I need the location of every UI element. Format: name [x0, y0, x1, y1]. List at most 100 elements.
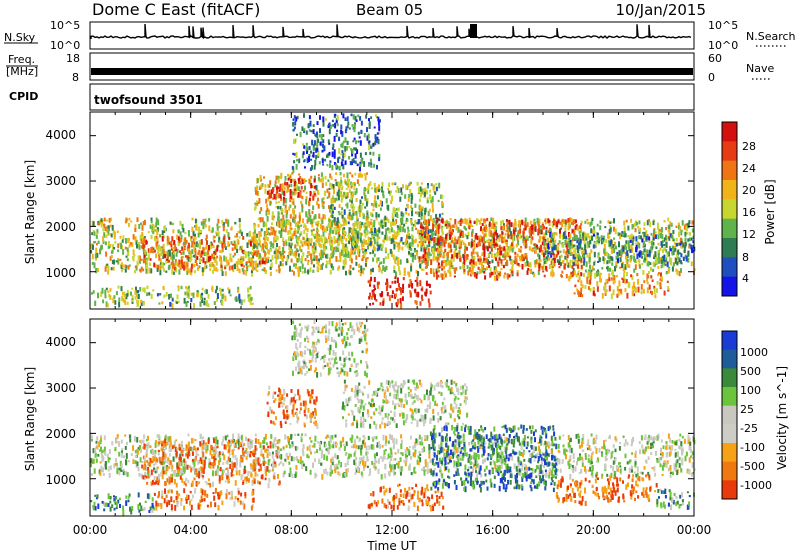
heatmap-cell	[411, 244, 414, 248]
heatmap-cell	[276, 249, 279, 253]
heatmap-cell	[624, 278, 627, 285]
heatmap-cell	[343, 209, 346, 215]
heatmap-cell	[255, 203, 258, 206]
heatmap-cell	[332, 230, 334, 234]
heatmap-cell	[345, 188, 348, 190]
heatmap-cell	[490, 248, 493, 252]
heatmap-cell	[545, 261, 548, 264]
heatmap-cell	[292, 200, 295, 206]
heatmap-cell	[402, 283, 405, 290]
heatmap-cell	[260, 245, 263, 252]
heatmap-cell	[427, 248, 430, 253]
heatmap-cell	[220, 490, 223, 496]
heatmap-cell	[349, 217, 352, 221]
heatmap-cell	[237, 298, 239, 302]
heatmap-cell	[142, 243, 145, 250]
heatmap-cell	[182, 247, 185, 252]
heatmap-cell	[532, 230, 535, 235]
heatmap-cell	[274, 180, 277, 184]
heatmap-cell	[130, 509, 133, 515]
heatmap-cell	[650, 275, 653, 279]
heatmap-cell	[419, 280, 422, 287]
heatmap-cell	[399, 196, 402, 202]
heatmap-cell	[438, 182, 441, 189]
heatmap-cell	[484, 260, 487, 264]
heatmap-cell	[268, 250, 271, 255]
heatmap-cell	[137, 290, 139, 293]
heatmap-cell	[180, 252, 183, 255]
heatmap-cell	[579, 225, 582, 229]
heatmap-cell	[355, 119, 358, 122]
heatmap-cell	[160, 248, 163, 254]
heatmap-cell	[109, 465, 112, 471]
heatmap-cell	[312, 195, 315, 201]
heatmap-cell	[345, 146, 348, 151]
heatmap-cell	[541, 236, 544, 240]
heatmap-cell	[260, 184, 263, 189]
heatmap-cell	[317, 203, 320, 209]
heatmap-cell	[483, 268, 485, 270]
heatmap-cell	[597, 260, 600, 263]
heatmap-cell	[293, 139, 295, 144]
heatmap-cell	[283, 221, 286, 228]
heatmap-cell	[286, 210, 288, 215]
heatmap-cell	[667, 286, 670, 291]
heatmap-cell	[508, 247, 511, 253]
heatmap-cell	[421, 268, 424, 271]
heatmap-cell	[256, 178, 259, 183]
heatmap-cell	[260, 207, 263, 212]
heatmap-cell	[480, 260, 483, 265]
heatmap-cell	[645, 230, 648, 236]
heatmap-cell	[313, 242, 316, 247]
heatmap-cell	[209, 501, 212, 508]
heatmap-cell	[440, 273, 443, 278]
heatmap-cell	[373, 200, 376, 203]
heatmap-cell	[270, 228, 273, 232]
heatmap-cell	[585, 236, 588, 241]
heatmap-cell	[174, 244, 177, 250]
heatmap-cell	[181, 247, 184, 251]
heatmap-cell	[321, 225, 324, 231]
heatmap-cell	[307, 123, 310, 128]
heatmap-cell	[494, 225, 497, 231]
heatmap-cell	[156, 229, 159, 236]
heatmap-cell	[470, 440, 473, 445]
heatmap-cell	[557, 250, 560, 255]
heatmap-cell	[399, 224, 402, 227]
heatmap-cell	[270, 189, 273, 195]
heatmap-cell	[276, 189, 279, 194]
heatmap-cell	[581, 294, 584, 298]
heatmap-cell	[574, 234, 577, 240]
heatmap-cell	[340, 153, 343, 156]
heatmap-cell	[148, 496, 150, 500]
heatmap-cell	[228, 236, 231, 240]
heatmap-cell	[151, 502, 154, 508]
heatmap-cell	[577, 279, 580, 283]
heatmap-cell	[489, 251, 492, 255]
heatmap-cell	[127, 499, 130, 503]
heatmap-cell	[309, 267, 312, 273]
heatmap-cell	[370, 144, 373, 148]
heatmap-cell	[672, 239, 675, 242]
heatmap-cell	[483, 218, 486, 223]
heatmap-cell	[168, 249, 171, 256]
heatmap-cell	[253, 228, 256, 234]
heatmap-cell	[186, 494, 188, 499]
heatmap-cell	[419, 301, 422, 306]
heatmap-cell	[337, 235, 340, 241]
heatmap-cell	[340, 200, 343, 203]
heatmap-cell	[647, 456, 650, 460]
cpid-label: CPID	[9, 90, 38, 103]
heatmap-cell	[223, 242, 226, 248]
heatmap-cell	[393, 258, 396, 263]
heatmap-cell	[402, 212, 405, 217]
heatmap-cell	[112, 297, 115, 304]
heatmap-cell	[256, 200, 258, 203]
heatmap-cell	[294, 265, 297, 269]
heatmap-cell	[502, 264, 505, 269]
heatmap-cell	[543, 257, 546, 262]
heatmap-cell	[678, 257, 681, 262]
heatmap-cell	[212, 245, 215, 249]
heatmap-cell	[518, 264, 521, 268]
heatmap-cell	[434, 191, 437, 195]
